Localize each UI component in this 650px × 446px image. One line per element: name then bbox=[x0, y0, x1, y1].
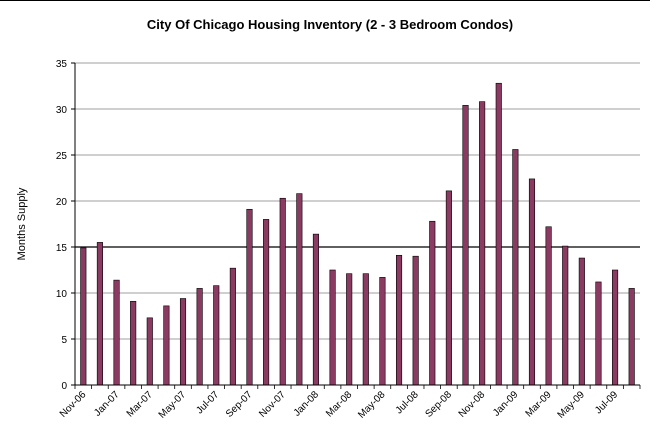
bar-Feb-09 bbox=[528, 178, 536, 386]
bar-Jul-08 bbox=[412, 255, 419, 386]
bar-Apr-07 bbox=[163, 305, 170, 386]
x-tick-label: Jul-09 bbox=[593, 389, 620, 416]
bar-Sep-07 bbox=[246, 208, 253, 386]
bar-Jul-09 bbox=[612, 269, 619, 386]
y-tick-label: 30 bbox=[56, 105, 68, 116]
y-tick-label: 35 bbox=[56, 59, 68, 70]
gridlines bbox=[75, 62, 640, 340]
bar-Oct-08 bbox=[462, 105, 469, 386]
x-tick-label: Jul-08 bbox=[394, 389, 421, 416]
x-tick-label: Sep-08 bbox=[423, 389, 454, 420]
y-tick-label: 5 bbox=[61, 335, 67, 346]
chart-title: City Of Chicago Housing Inventory (2 - 3… bbox=[147, 17, 513, 32]
y-axis-label: Months Supply bbox=[16, 187, 28, 260]
bar-Feb-08 bbox=[329, 269, 336, 386]
bar-Dec-08 bbox=[495, 82, 502, 386]
y-tick-label: 15 bbox=[56, 243, 68, 254]
bar-Jun-09 bbox=[595, 281, 602, 386]
x-tick-labels: Nov-06 Jan-07 Mar-07 May-07 Jul-07 Sep-07 Nov-… bbox=[58, 389, 621, 421]
x-tick-label: Mar-08 bbox=[324, 389, 354, 419]
bar-May-09 bbox=[578, 257, 585, 386]
x-tick-label: May-09 bbox=[556, 389, 588, 421]
x-tick-label: May-07 bbox=[157, 389, 189, 421]
y-tick-label: 20 bbox=[56, 197, 68, 208]
bar-Feb-07 bbox=[130, 300, 137, 386]
bar-Jun-08 bbox=[395, 254, 403, 386]
axes bbox=[74, 63, 641, 389]
y-tick-label: 0 bbox=[61, 381, 67, 392]
bar-Dec-06 bbox=[96, 242, 103, 386]
y-tick-label: 25 bbox=[56, 151, 68, 162]
x-tick-label: Jan-08 bbox=[292, 389, 322, 419]
bar-May-08 bbox=[379, 277, 386, 386]
bar-Oct-07 bbox=[263, 219, 270, 386]
bar-Mar-08 bbox=[346, 273, 353, 386]
x-tick-label: May-08 bbox=[356, 389, 388, 421]
x-tick-label: Nov-06 bbox=[58, 389, 89, 420]
bar-Sep-08 bbox=[445, 190, 452, 386]
bar-Jan-09 bbox=[512, 149, 519, 386]
bar-Apr-08 bbox=[362, 273, 369, 386]
bar-Mar-07 bbox=[146, 317, 153, 386]
bar-Jun-07 bbox=[196, 288, 203, 386]
bar-Jan-08 bbox=[312, 233, 320, 386]
y-tick-label: 10 bbox=[56, 289, 68, 300]
y-tick-labels: 0 5 10 15 20 25 30 35 bbox=[56, 59, 75, 392]
bars bbox=[80, 82, 635, 386]
bar-Apr-09 bbox=[562, 245, 569, 386]
x-tick-label: Mar-07 bbox=[125, 389, 155, 419]
x-tick-label: Sep-07 bbox=[224, 389, 255, 420]
x-tick-label: Mar-09 bbox=[524, 389, 554, 419]
bar-Nov-07 bbox=[279, 197, 286, 386]
x-tick-label: Jul-07 bbox=[194, 389, 221, 416]
bar-Nov-06 bbox=[80, 247, 87, 386]
x-tick-label: Nov-07 bbox=[257, 389, 288, 420]
bar-Jul-07 bbox=[213, 285, 220, 386]
bar-Aug-07 bbox=[229, 267, 236, 386]
bar-May-07 bbox=[179, 298, 187, 386]
bar-Mar-09 bbox=[545, 226, 552, 386]
bar-Aug-08 bbox=[429, 220, 436, 386]
bar-Nov-08 bbox=[479, 101, 486, 386]
x-tick-label: Nov-08 bbox=[457, 389, 488, 420]
bar-Jan-07 bbox=[113, 279, 120, 386]
bar-Dec-07 bbox=[296, 193, 303, 386]
x-tick-label: Jan-07 bbox=[92, 389, 122, 419]
bar-Aug-09 bbox=[628, 288, 635, 386]
x-tick-label: Jan-09 bbox=[491, 389, 521, 419]
